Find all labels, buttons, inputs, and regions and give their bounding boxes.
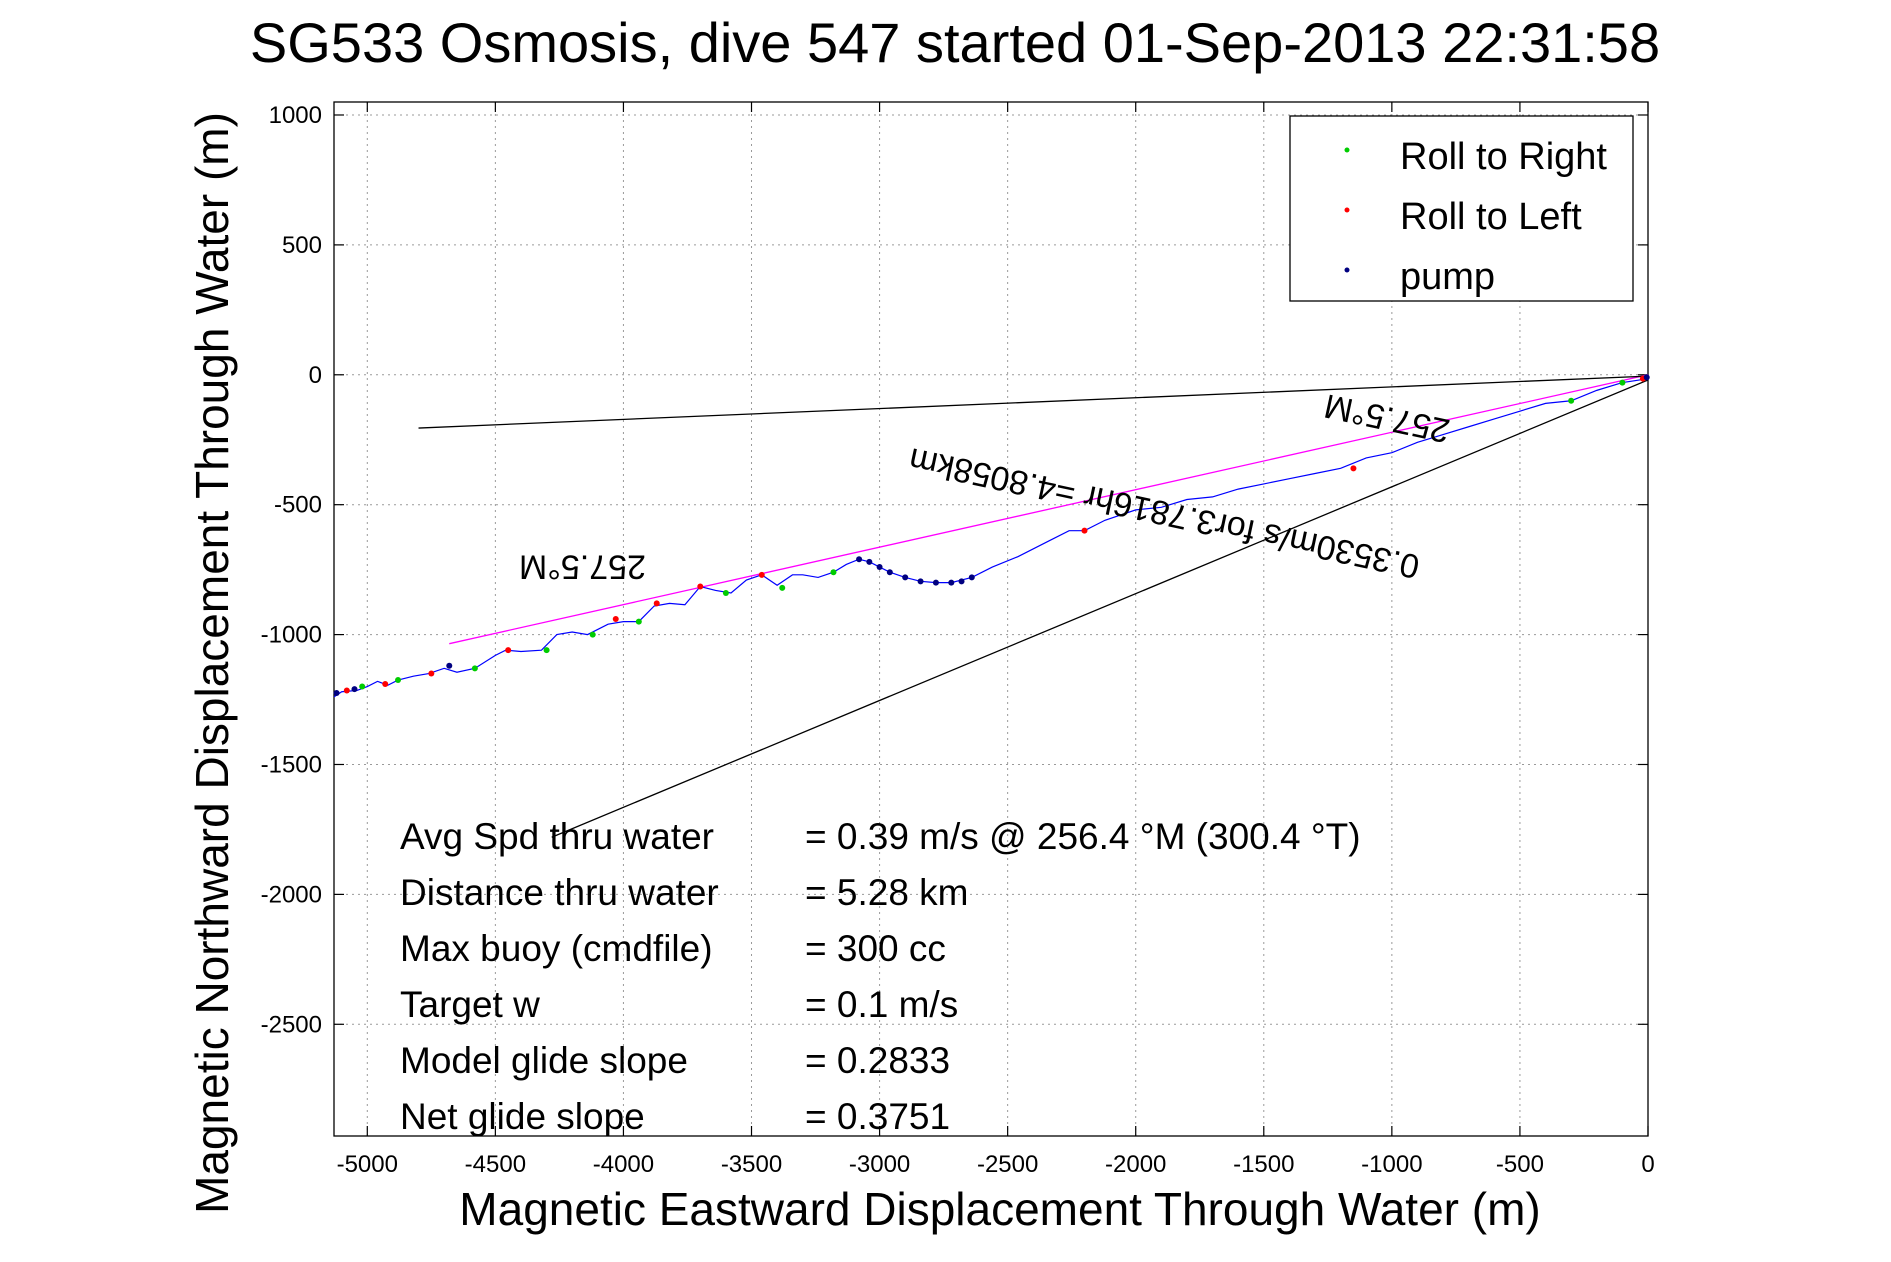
y-tick-label: 0 — [309, 362, 322, 389]
roll-left-point — [505, 647, 512, 654]
stat-label: Net glide slope — [400, 1096, 645, 1137]
y-axis-label: Magnetic Northward Displacement Through … — [186, 112, 238, 1214]
stat-value: = 0.1 m/s — [805, 984, 958, 1025]
roll-right-point — [635, 618, 642, 625]
roll-left-point — [382, 680, 389, 687]
reference-lines — [418, 374, 1649, 838]
roll-right-point — [471, 665, 478, 672]
track-annotation: 257.5°M — [519, 547, 646, 585]
legend-marker-roll-right — [1344, 147, 1350, 153]
x-tick-label: -500 — [1496, 1151, 1544, 1178]
roll-left-point — [428, 670, 435, 677]
x-tick-label: -2500 — [977, 1151, 1038, 1178]
legend-marker-pump — [1344, 267, 1350, 273]
stat-value: = 0.39 m/s @ 256.4 °M (300.4 °T) — [805, 816, 1361, 857]
reference-line — [551, 379, 1649, 838]
dive-statistics: Avg Spd thru water = 0.39 m/s @ 256.4 °M … — [400, 816, 1361, 1137]
stat-value: = 5.28 km — [805, 872, 969, 913]
stat-label: Model glide slope — [400, 1040, 688, 1081]
stat-value: = 0.2833 — [805, 1040, 950, 1081]
y-tick-label: -1500 — [261, 751, 322, 778]
legend-label-roll-right: Roll to Right — [1400, 136, 1607, 178]
legend-marker-roll-left — [1344, 207, 1350, 213]
legend-label-roll-left: Roll to Left — [1400, 196, 1582, 238]
y-tick-label: -1000 — [261, 622, 322, 649]
pump-point — [856, 556, 863, 563]
x-tick-label: -4000 — [593, 1151, 654, 1178]
x-tick-label: -3500 — [721, 1151, 782, 1178]
roll-right-point — [779, 584, 786, 591]
x-tick-label: -5000 — [337, 1151, 398, 1178]
y-tick-label: -2500 — [261, 1011, 322, 1038]
x-tick-label: -1500 — [1233, 1151, 1294, 1178]
y-tick-label: -500 — [274, 492, 322, 519]
stat-label: Target w — [400, 984, 540, 1025]
x-axis-label: Magnetic Eastward Displacement Through W… — [459, 1183, 1540, 1235]
roll-right-point — [1568, 397, 1575, 404]
roll-right-point — [1619, 379, 1626, 386]
stat-value: = 0.3751 — [805, 1096, 950, 1137]
axis-ticks: -5000 -4500 -4000 -3500 -3000 -2500 -2000 -1500… — [261, 102, 1655, 1178]
roll-left-point — [697, 583, 704, 590]
roll-right-point — [722, 590, 729, 597]
roll-right-point — [830, 569, 837, 576]
plot-frame — [333, 101, 1649, 1137]
roll-right-point — [395, 677, 402, 684]
stat-label: Distance thru water — [400, 872, 719, 913]
roll-right-point — [543, 647, 550, 654]
data-points — [333, 374, 1650, 697]
roll-left-point — [1081, 527, 1088, 534]
roll-left-point — [653, 600, 660, 607]
pump-point — [886, 569, 893, 576]
pump-point — [968, 574, 975, 581]
pump-point — [866, 558, 873, 565]
roll-left-point — [612, 616, 619, 622]
roll-left-point — [1350, 465, 1357, 472]
y-tick-label: 500 — [282, 232, 322, 259]
x-tick-label: -2000 — [1105, 1151, 1166, 1178]
stat-value: = 300 cc — [805, 928, 946, 969]
y-tick-label: -2000 — [261, 881, 322, 908]
pump-point — [958, 578, 965, 585]
legend: Roll to Right Roll to Left pump — [1289, 115, 1634, 302]
roll-left-point — [758, 571, 765, 578]
pump-point — [917, 578, 924, 585]
y-tick-label: 1000 — [269, 102, 322, 129]
reference-line — [449, 374, 1649, 645]
pump-point — [1643, 374, 1650, 381]
reference-line — [418, 375, 1649, 429]
chart-title: SG533 Osmosis, dive 547 started 01-Sep-2… — [250, 11, 1660, 74]
pump-point — [948, 579, 955, 586]
x-tick-label: -4500 — [465, 1151, 526, 1178]
x-tick-label: -1000 — [1361, 1151, 1422, 1178]
pump-point — [876, 564, 883, 571]
stat-label: Max buoy (cmdfile) — [400, 928, 713, 969]
pump-point — [351, 686, 358, 693]
pump-point — [932, 579, 939, 586]
pump-point — [902, 574, 909, 581]
x-tick-label: 0 — [1641, 1151, 1654, 1178]
glider-track — [333, 378, 1649, 698]
legend-label-pump: pump — [1400, 256, 1495, 298]
roll-right-point — [589, 631, 596, 638]
roll-right-point — [359, 683, 366, 690]
roll-left-point — [343, 687, 350, 694]
x-tick-label: -3000 — [849, 1151, 910, 1178]
stat-label: Avg Spd thru water — [400, 816, 714, 857]
pump-point — [333, 690, 340, 697]
pump-point — [446, 662, 453, 669]
